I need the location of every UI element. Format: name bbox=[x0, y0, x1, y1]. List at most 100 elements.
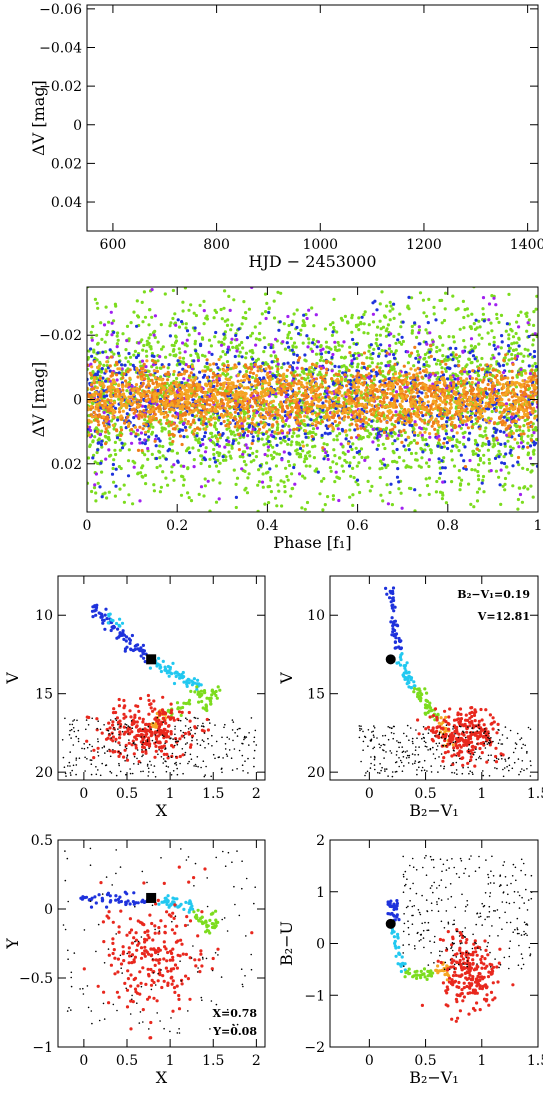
data-point bbox=[405, 0, 407, 1]
data-point bbox=[323, 0, 325, 1]
data-point bbox=[324, 0, 326, 1]
data-point bbox=[385, 0, 387, 1]
data-point bbox=[325, 0, 327, 1]
data-point bbox=[516, 0, 518, 1]
data-point bbox=[317, 0, 319, 1]
data-point bbox=[136, 0, 138, 1]
data-point bbox=[413, 0, 415, 1]
data-point bbox=[151, 0, 153, 1]
data-point bbox=[505, 0, 507, 1]
data-point bbox=[112, 0, 114, 1]
data-point bbox=[407, 0, 409, 1]
data-point bbox=[517, 0, 519, 1]
data-point bbox=[154, 0, 156, 1]
data-point bbox=[138, 0, 140, 1]
data-point bbox=[408, 0, 410, 1]
data-point bbox=[325, 0, 327, 1]
data-point bbox=[325, 0, 327, 1]
data-point bbox=[342, 0, 344, 1]
data-point bbox=[512, 0, 514, 1]
data-point bbox=[319, 0, 321, 1]
data-point bbox=[154, 0, 156, 1]
data-point bbox=[205, 0, 207, 1]
data-point bbox=[407, 0, 409, 1]
data-point bbox=[294, 0, 296, 1]
data-point bbox=[389, 0, 391, 1]
data-point bbox=[317, 0, 319, 1]
data-point bbox=[387, 0, 389, 1]
data-point bbox=[409, 0, 411, 1]
data-point bbox=[325, 0, 327, 1]
data-point bbox=[324, 0, 326, 1]
data-point bbox=[387, 0, 389, 1]
data-point bbox=[110, 0, 112, 1]
data-point bbox=[322, 0, 324, 1]
data-point bbox=[111, 0, 113, 1]
data-point bbox=[334, 0, 336, 1]
data-point bbox=[290, 0, 292, 1]
data-point bbox=[408, 0, 410, 1]
data-point bbox=[314, 0, 316, 1]
data-point bbox=[509, 0, 511, 1]
data-point bbox=[320, 0, 322, 1]
data-point bbox=[134, 0, 136, 1]
data-point bbox=[113, 0, 115, 1]
data-point bbox=[321, 0, 323, 1]
data-point bbox=[147, 0, 149, 1]
data-point bbox=[475, 0, 477, 1]
data-point bbox=[366, 0, 368, 1]
data-point bbox=[298, 0, 300, 1]
data-point bbox=[370, 0, 372, 1]
data-point bbox=[514, 0, 516, 1]
data-point bbox=[291, 0, 293, 1]
data-point bbox=[322, 0, 324, 1]
data-point bbox=[370, 0, 372, 1]
data-point bbox=[338, 0, 340, 1]
data-point bbox=[214, 0, 216, 1]
data-point bbox=[128, 0, 130, 1]
data-point bbox=[146, 0, 148, 1]
data-point bbox=[503, 0, 505, 1]
data-point bbox=[318, 0, 320, 1]
data-point bbox=[218, 0, 220, 1]
data-point bbox=[154, 0, 156, 1]
data-point bbox=[381, 0, 383, 1]
data-point bbox=[351, 0, 353, 1]
data-point bbox=[335, 0, 337, 1]
data-point bbox=[350, 0, 352, 1]
data-point bbox=[517, 0, 519, 1]
data-point bbox=[360, 0, 362, 1]
data-point bbox=[353, 0, 355, 1]
data-point bbox=[338, 0, 340, 1]
data-point bbox=[345, 0, 347, 1]
data-point bbox=[205, 0, 207, 1]
data-point bbox=[138, 0, 140, 1]
data-point bbox=[384, 0, 386, 1]
data-point bbox=[124, 0, 126, 1]
data-point bbox=[215, 0, 217, 1]
data-point bbox=[296, 0, 298, 1]
data-point bbox=[501, 0, 503, 1]
data-point bbox=[153, 0, 155, 1]
data-point bbox=[165, 0, 167, 1]
data-point bbox=[205, 0, 207, 1]
data-point bbox=[511, 0, 513, 1]
data-point bbox=[134, 0, 136, 1]
data-point bbox=[153, 0, 155, 1]
data-point bbox=[322, 0, 324, 1]
data-point bbox=[321, 0, 323, 1]
data-point bbox=[355, 0, 357, 1]
data-point bbox=[296, 0, 298, 1]
data-point bbox=[213, 0, 215, 1]
data-point bbox=[404, 0, 406, 1]
data-point bbox=[320, 0, 322, 1]
data-point bbox=[349, 0, 351, 1]
data-point bbox=[124, 0, 126, 1]
data-point bbox=[472, 0, 474, 1]
data-point bbox=[144, 0, 146, 1]
data-point bbox=[353, 0, 355, 1]
data-point bbox=[372, 0, 374, 1]
data-point bbox=[509, 0, 511, 1]
data-point bbox=[345, 0, 347, 1]
data-point bbox=[294, 0, 296, 1]
